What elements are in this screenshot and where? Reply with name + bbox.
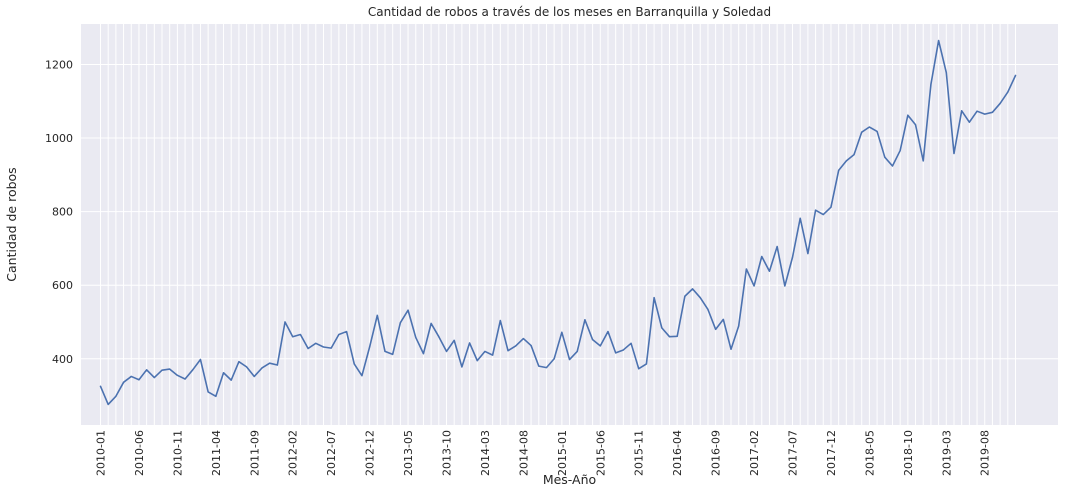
x-tick-label: 2013-05 xyxy=(402,430,415,476)
x-tick-label: 2014-03 xyxy=(479,430,492,476)
x-tick-label: 2010-01 xyxy=(95,430,108,476)
y-tick-label: 1000 xyxy=(45,132,73,145)
x-tick-label: 2012-12 xyxy=(364,430,377,476)
y-tick-label: 400 xyxy=(52,353,73,366)
x-tick-label: 2012-02 xyxy=(287,430,300,476)
x-tick-label: 2018-10 xyxy=(902,430,915,476)
y-tick-label: 600 xyxy=(52,279,73,292)
x-tick-label: 2012-07 xyxy=(325,430,338,476)
x-tick-label: 2015-11 xyxy=(633,430,646,476)
x-tick-label: 2019-08 xyxy=(979,430,992,476)
x-tick-label: 2011-09 xyxy=(248,430,261,476)
x-tick-label: 2017-07 xyxy=(787,430,800,476)
x-tick-label: 2015-01 xyxy=(556,430,569,476)
x-tick-label: 2018-05 xyxy=(863,430,876,476)
x-tick-label: 2013-10 xyxy=(441,430,454,476)
y-axis-label: Cantidad de robos xyxy=(4,167,19,281)
chart-title: Cantidad de robos a través de los meses … xyxy=(368,5,771,19)
y-tick-label: 1200 xyxy=(45,58,73,71)
x-tick-label: 2016-09 xyxy=(710,430,723,476)
y-tick-labels: 400 600 800 1000 1200 xyxy=(45,58,73,365)
x-tick-label: 2016-04 xyxy=(671,430,684,476)
x-tick-label: 2010-06 xyxy=(133,430,146,476)
series-layer xyxy=(99,39,1017,406)
y-tick-label: 800 xyxy=(52,206,73,219)
x-tick-label: 2017-12 xyxy=(825,430,838,476)
x-tick-label: 2019-03 xyxy=(940,430,953,476)
x-tick-label: 2014-08 xyxy=(517,430,530,476)
x-tick-labels: 2010-01 2010-06 2010-11 2011-04 2011-09 2012-… xyxy=(95,430,992,476)
x-tick-label: 2017-02 xyxy=(748,430,761,476)
series-line xyxy=(99,39,1017,406)
x-tick-label: 2011-04 xyxy=(210,430,223,476)
x-tick-label: 2010-11 xyxy=(171,430,184,476)
vertical-gridlines xyxy=(100,24,1016,425)
x-axis-label: Mes-Año xyxy=(543,472,596,487)
x-tick-label: 2015-06 xyxy=(594,430,607,476)
